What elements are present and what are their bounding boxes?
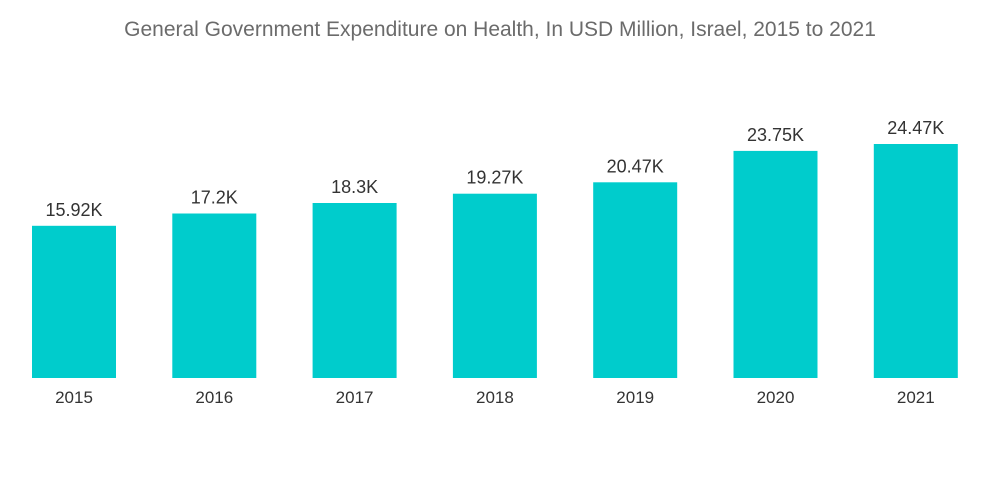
data-label-2018: 19.27K [466, 168, 523, 188]
x-tick-2017: 2017 [336, 388, 374, 407]
x-tick-2019: 2019 [616, 388, 654, 407]
data-label-2020: 23.75K [747, 125, 804, 145]
bar-2015 [32, 225, 116, 378]
bar-2017 [312, 203, 397, 378]
x-axis-ticks-group: 2015 2016 2017 2018 2019 2020 2021 [55, 388, 935, 407]
bar-2016 [172, 213, 257, 378]
data-label-2017: 18.3K [331, 177, 378, 197]
bar-2021 [873, 144, 958, 378]
bar-2018 [452, 193, 537, 378]
x-tick-2016: 2016 [195, 388, 233, 407]
bar-2020 [733, 150, 818, 378]
x-tick-2020: 2020 [757, 388, 795, 407]
chart-title: General Government Expenditure on Health… [124, 18, 876, 41]
bars-group [32, 144, 958, 378]
data-label-2015: 15.92K [45, 200, 102, 220]
x-tick-2021: 2021 [897, 388, 935, 407]
data-label-2021: 24.47K [887, 118, 944, 138]
data-label-2019: 20.47K [607, 156, 664, 176]
x-tick-2015: 2015 [55, 388, 93, 407]
bar-2019 [593, 182, 678, 378]
x-tick-2018: 2018 [476, 388, 514, 407]
data-label-2016: 17.2K [191, 188, 238, 208]
data-labels-group: 15.92K 17.2K 18.3K 19.27K 20.47K 23.75K 24.47K [45, 118, 944, 220]
